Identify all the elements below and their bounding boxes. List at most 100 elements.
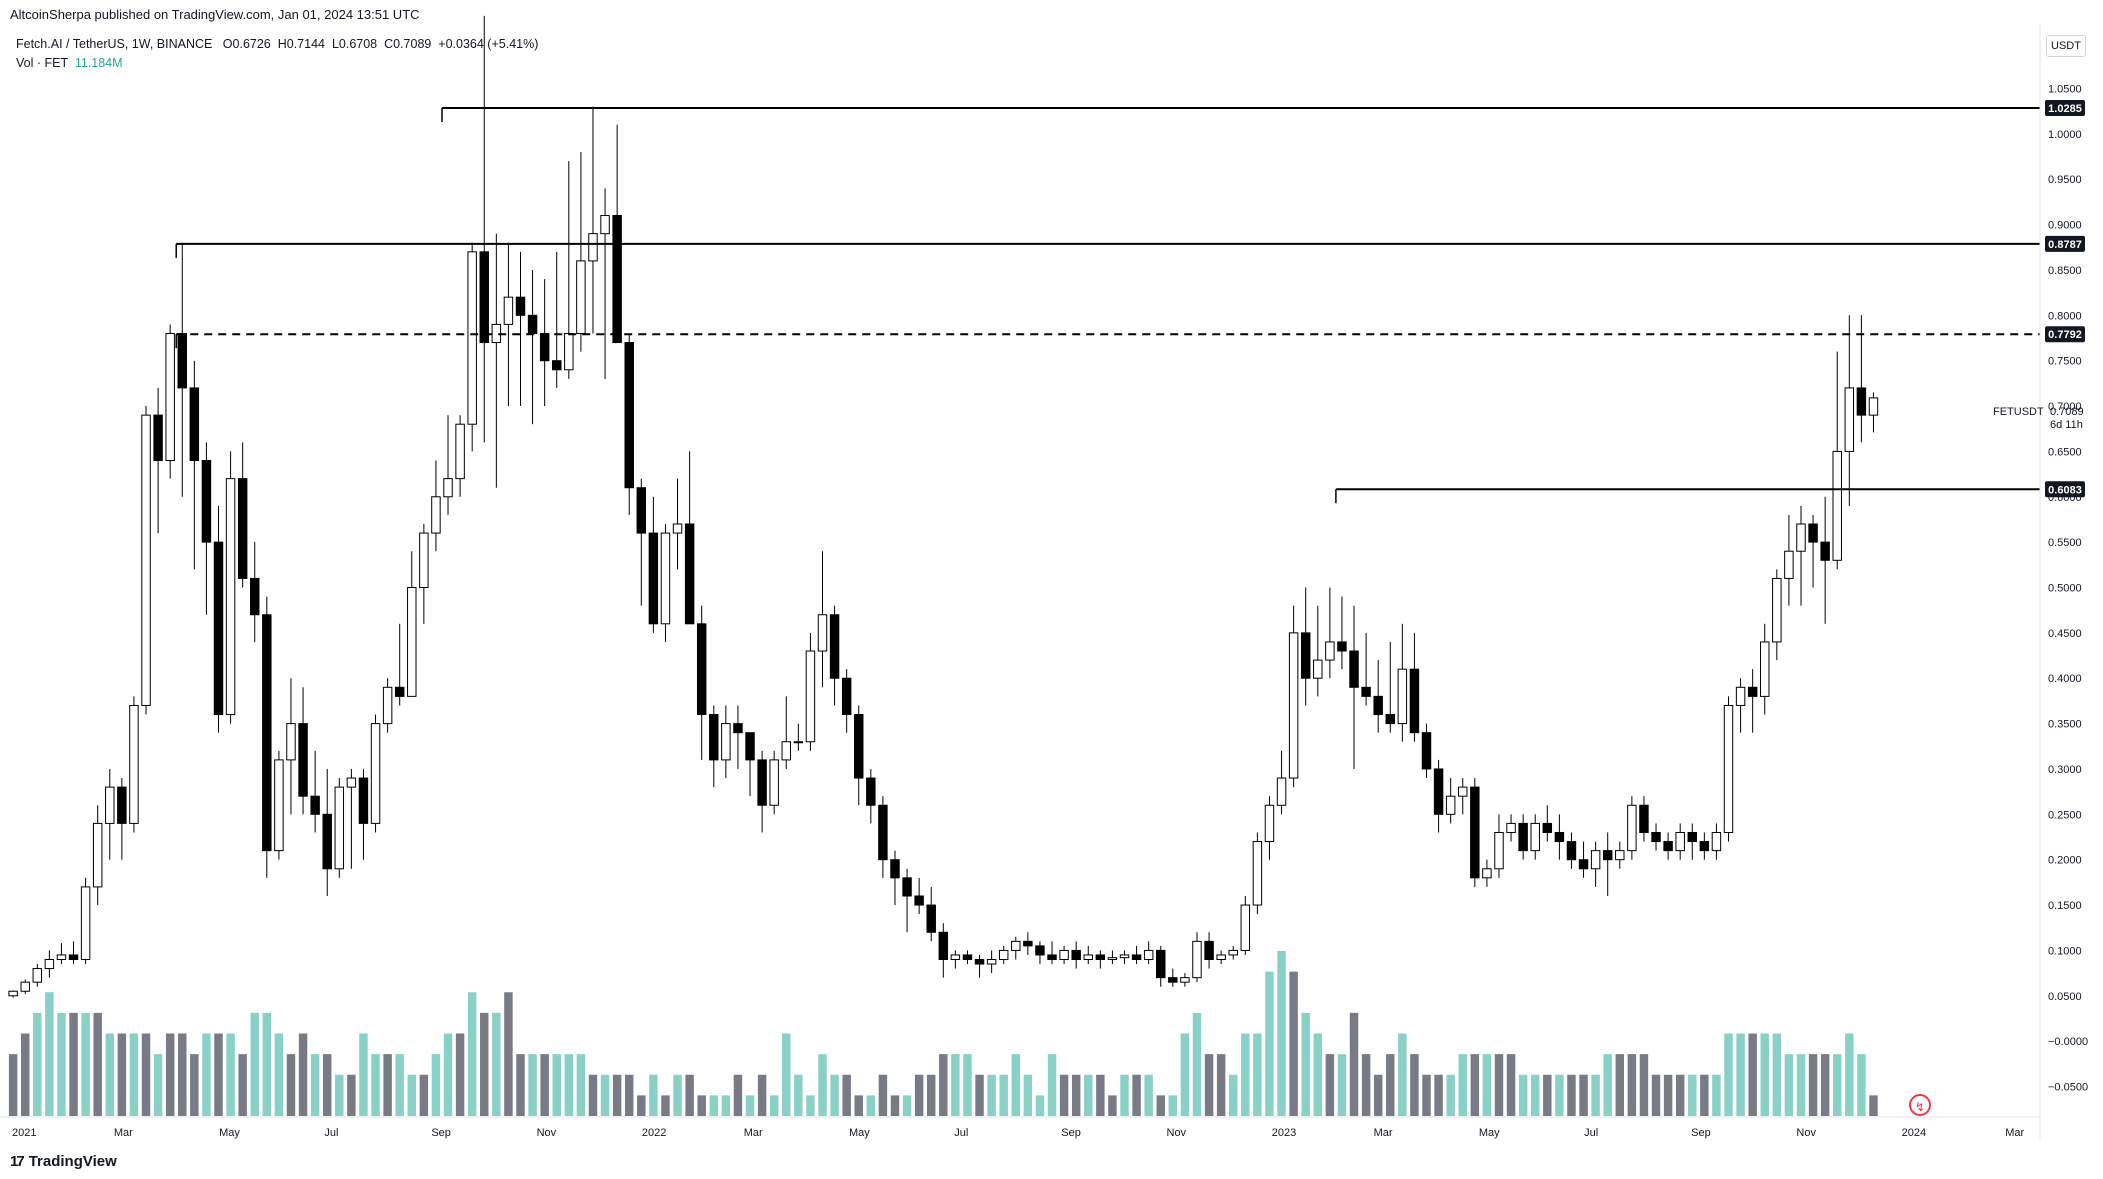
volume-bar xyxy=(866,1095,876,1116)
candle-body xyxy=(92,822,103,888)
volume-bar xyxy=(359,1033,368,1116)
candle-body xyxy=(1784,550,1794,579)
price-tick-label: 0.9500 xyxy=(2048,174,2082,186)
volume-label[interactable]: Vol · FET xyxy=(16,56,68,70)
time-axis[interactable]: 2021 Mar May Jul Sep Nov 2022 Mar May Jul Sep Nov 20… xyxy=(12,1127,2024,1139)
candle xyxy=(1784,514,1794,606)
price-axis[interactable]: 1.10001.05001.00000.95000.90000.85000.80… xyxy=(2048,38,2088,1093)
candle-body xyxy=(769,759,779,806)
volume-bar xyxy=(1736,1033,1745,1116)
volume-bar xyxy=(1301,1012,1310,1116)
candle-body xyxy=(1651,831,1661,843)
candle xyxy=(962,950,973,965)
candle-body xyxy=(237,478,248,579)
candle-body xyxy=(1494,831,1504,870)
candle xyxy=(407,551,417,697)
candle-body xyxy=(250,577,260,616)
volume-bar xyxy=(1325,1054,1335,1116)
volume-bar xyxy=(1724,1033,1733,1116)
candle xyxy=(1772,569,1782,661)
candle xyxy=(225,451,236,724)
candle xyxy=(141,406,151,715)
volume-bar xyxy=(165,1033,175,1116)
volume-bar xyxy=(540,1054,549,1116)
last-price-tag: 0.7089 6d 11h xyxy=(2050,406,2084,432)
candle-body xyxy=(986,958,997,965)
volume-bar xyxy=(697,1095,706,1116)
tradingview-brand[interactable]: 17 TradingView xyxy=(10,1153,117,1170)
candle-body xyxy=(467,251,477,425)
candle xyxy=(1590,841,1601,887)
volume-bar xyxy=(1228,1074,1238,1116)
candle xyxy=(1494,814,1504,878)
candle xyxy=(1530,814,1540,860)
candle xyxy=(213,505,224,733)
candle xyxy=(696,605,707,760)
volume-bar xyxy=(1289,971,1298,1116)
volume-bar xyxy=(178,1033,187,1116)
candle-body xyxy=(1300,632,1311,679)
candle-body xyxy=(1349,650,1359,688)
candle xyxy=(805,632,816,751)
candle xyxy=(1578,841,1589,878)
level-price-label-bg xyxy=(2045,235,2085,252)
candle-body xyxy=(479,251,489,344)
tradingview-logo-icon: 17 xyxy=(10,1153,25,1170)
level-price-label-bg xyxy=(2045,481,2085,498)
candle xyxy=(1421,723,1432,779)
volume-bar xyxy=(830,1074,839,1116)
volume-bar xyxy=(504,992,513,1116)
price-tick-label: 0.3000 xyxy=(2048,764,2082,776)
candle xyxy=(1518,814,1528,860)
price-tick-label: 0.4000 xyxy=(2048,673,2082,685)
flash-icon[interactable]: ↯ xyxy=(1909,1094,1931,1116)
candle xyxy=(624,333,634,515)
candle xyxy=(1071,941,1081,969)
candle-body xyxy=(1361,686,1371,697)
high-value: 0.7144 xyxy=(286,37,325,51)
volume-bar xyxy=(975,1074,984,1116)
volume-bar xyxy=(347,1074,356,1116)
candle xyxy=(1156,945,1166,987)
volume-bar xyxy=(1796,1054,1806,1116)
volume-bar xyxy=(1591,1074,1600,1116)
price-tick-label: 0.4500 xyxy=(2048,628,2082,640)
candle xyxy=(902,868,912,933)
candles xyxy=(8,15,1879,998)
symbol-title[interactable]: Fetch.AI / TetherUS, 1W, BINANCE xyxy=(16,37,213,51)
candle xyxy=(1023,932,1033,955)
candle xyxy=(1844,315,1855,506)
candle-body xyxy=(938,931,949,960)
candle-body xyxy=(298,723,308,797)
volume-bar xyxy=(926,1074,936,1116)
volume-bar xyxy=(1845,1033,1854,1116)
currency-badge[interactable]: USDT xyxy=(2046,35,2086,57)
volume-bar xyxy=(1277,951,1286,1116)
candle-body xyxy=(576,260,586,334)
candle-body xyxy=(1566,841,1577,861)
candle xyxy=(165,324,175,479)
volume-bar xyxy=(709,1095,719,1116)
candle-body xyxy=(370,723,381,824)
volume-bar xyxy=(419,1074,429,1116)
volume-bar xyxy=(564,1054,574,1116)
candle-body xyxy=(1313,659,1323,679)
volume-bar xyxy=(1567,1074,1576,1116)
horizontal-levels[interactable] xyxy=(175,107,2040,504)
volume-bar xyxy=(1688,1074,1697,1116)
candle xyxy=(878,796,888,878)
time-tick-label: May xyxy=(219,1127,240,1139)
candle xyxy=(1397,623,1408,742)
candle xyxy=(1675,823,1685,860)
volume-bar xyxy=(1869,1095,1878,1116)
candle xyxy=(1760,623,1770,715)
price-tick-label: 0.0500 xyxy=(2048,991,2082,1003)
candle-body xyxy=(419,532,429,589)
candle xyxy=(117,778,127,860)
candle-body xyxy=(141,414,151,706)
candle xyxy=(394,623,405,706)
volume-bar xyxy=(214,1033,223,1116)
candle-body xyxy=(165,332,175,461)
volume-bar xyxy=(93,1012,102,1116)
